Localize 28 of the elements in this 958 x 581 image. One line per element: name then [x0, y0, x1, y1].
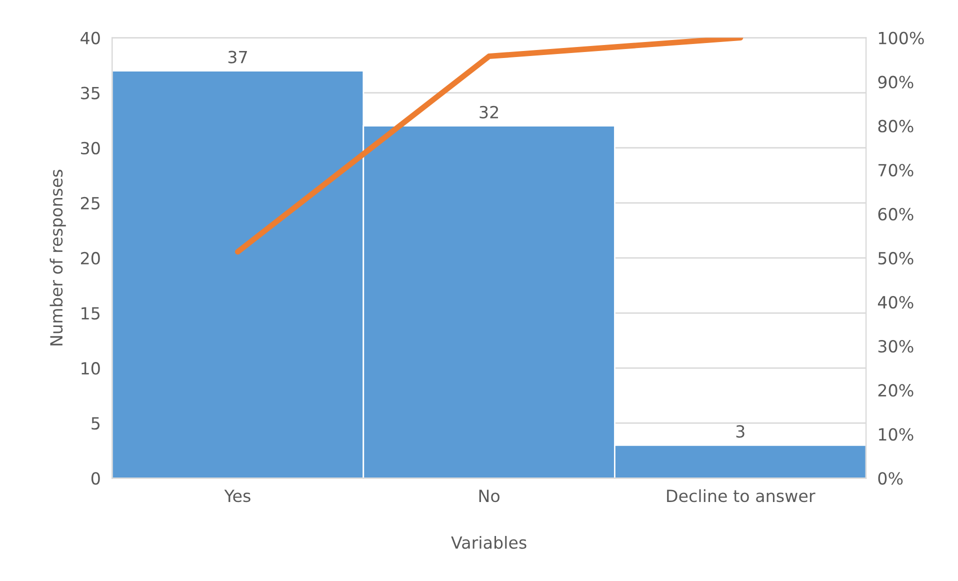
y2-tick-label: 30%	[878, 340, 914, 353]
y2-tick-label: 20%	[878, 384, 914, 397]
y-axis-title: Number of responses	[50, 170, 66, 346]
y2-tick-label: 90%	[878, 76, 914, 88]
x-tick-label: Decline to answer	[667, 489, 816, 502]
y2-tick-label: 40%	[878, 296, 914, 309]
y-tick-label: 5	[92, 417, 100, 430]
y2-tick-label: 60%	[878, 208, 914, 220]
y2-tick-label: 80%	[878, 120, 914, 132]
x-axis-title: Variables	[451, 536, 526, 549]
y-tick-label: 20	[80, 252, 100, 265]
y2-tick-label: 0%	[878, 472, 903, 485]
y-tick-label: 35	[81, 86, 100, 100]
y-tick-label: 15	[82, 307, 100, 320]
y-tick-label: 30	[81, 142, 100, 154]
y2-tick-label: 100%	[878, 32, 924, 44]
y-tick-label: 40	[80, 32, 100, 44]
data-label: 3	[736, 425, 744, 438]
y2-tick-label: 10%	[878, 428, 914, 441]
y2-tick-label: 50%	[878, 252, 914, 265]
data-label: 32	[480, 106, 498, 118]
x-tick-label: Yes	[224, 490, 250, 502]
x-tick-label: No	[479, 490, 500, 502]
y2-tick-label: 70%	[878, 164, 914, 176]
y-tick-label: 25	[80, 196, 100, 210]
y-tick-label: 10	[82, 362, 100, 375]
data-label: 37	[228, 50, 247, 64]
y-tick-label: 0	[91, 472, 100, 485]
